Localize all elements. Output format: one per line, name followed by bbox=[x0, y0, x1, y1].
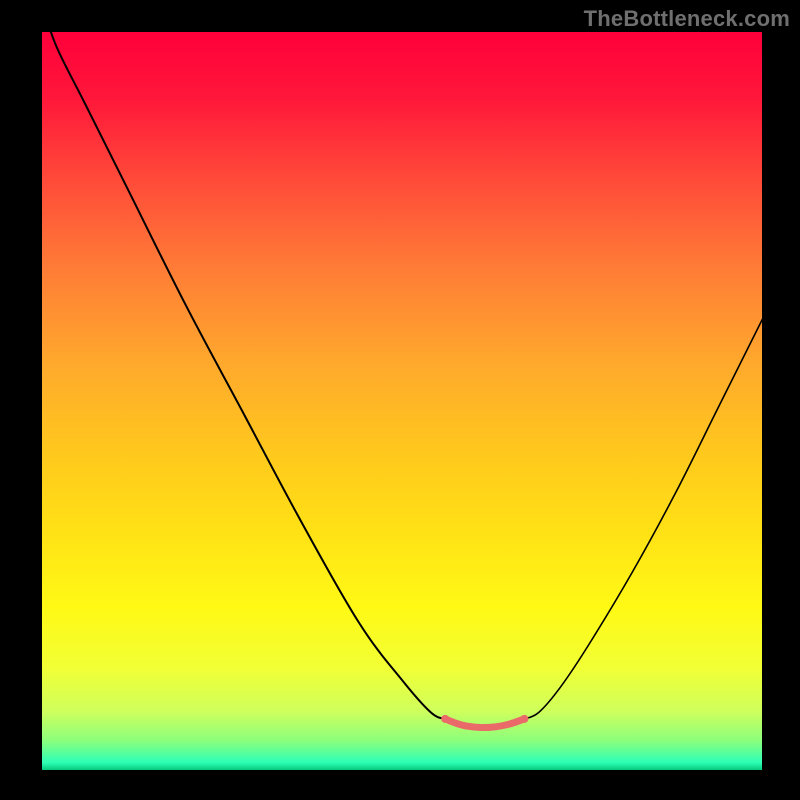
bottleneck-curve-right bbox=[524, 277, 762, 719]
chart-frame: TheBottleneck.com bbox=[0, 0, 800, 800]
watermark-text: TheBottleneck.com bbox=[584, 6, 790, 32]
optimal-range-right-cap bbox=[520, 715, 528, 723]
plot-area bbox=[42, 32, 762, 770]
curves-layer bbox=[42, 32, 762, 752]
optimal-range-left-cap bbox=[441, 715, 449, 723]
bottleneck-curve-left bbox=[42, 32, 445, 719]
optimal-range-segment bbox=[445, 719, 524, 728]
